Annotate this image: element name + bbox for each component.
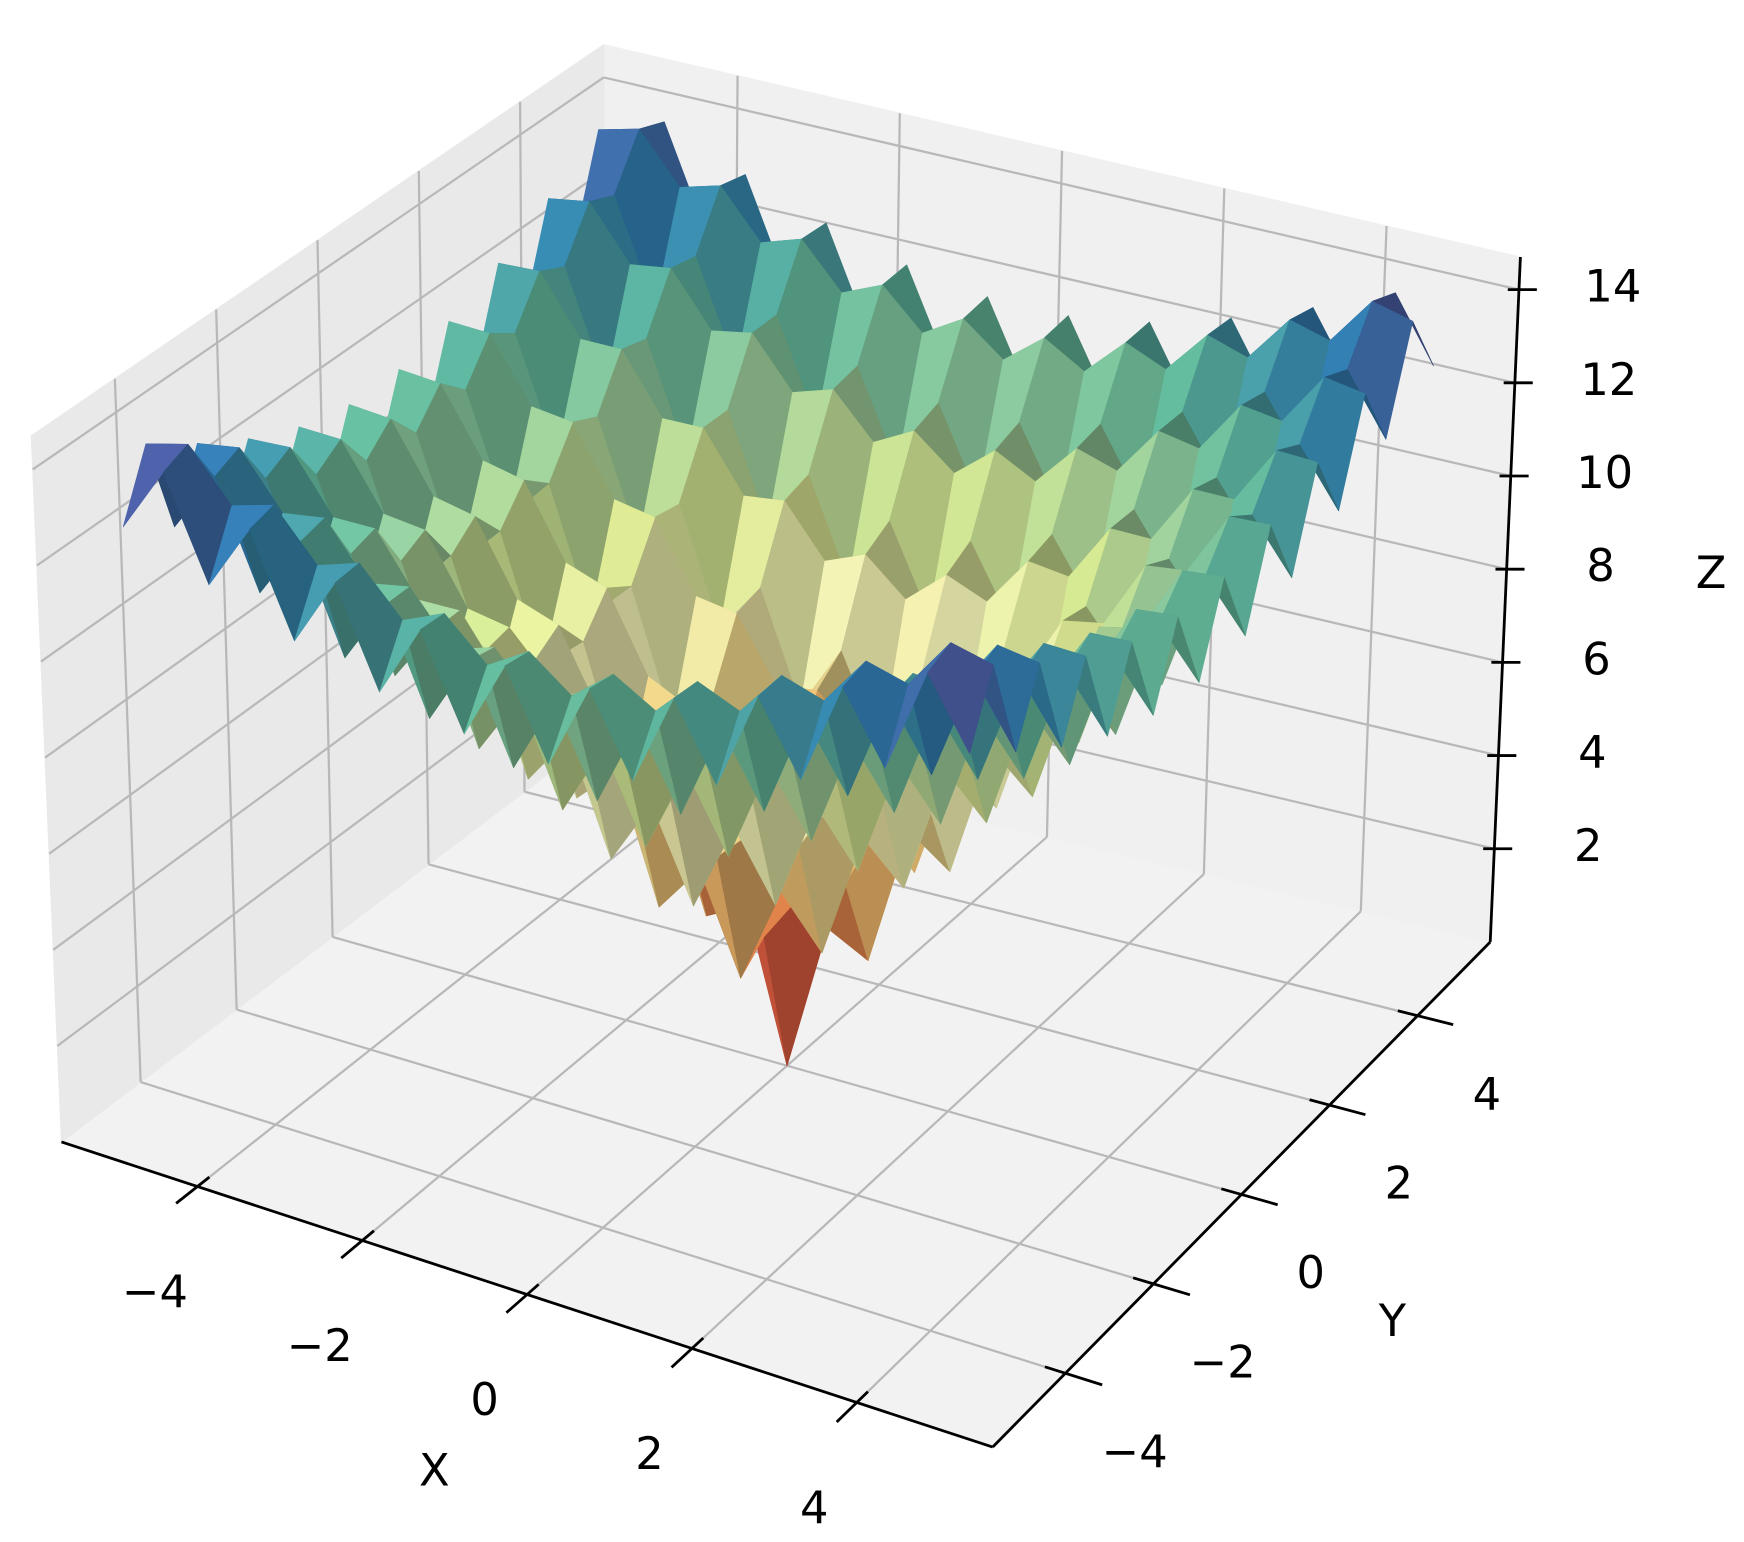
grid-line xyxy=(32,76,605,471)
x-tick-label: −4 xyxy=(122,1266,188,1318)
z-tick-label: 14 xyxy=(1584,261,1641,313)
x-tick xyxy=(340,1229,375,1260)
y-tick xyxy=(1220,1187,1279,1207)
x-tick xyxy=(835,1390,869,1424)
y-tick-label: −4 xyxy=(1102,1426,1168,1478)
grid-line xyxy=(236,1008,1154,1285)
y-tick-label: 4 xyxy=(1473,1068,1501,1120)
z-tick-label: 6 xyxy=(1582,633,1610,685)
x-tick-label: 4 xyxy=(800,1482,828,1534)
y-tick-label: 0 xyxy=(1297,1247,1325,1299)
grid-line xyxy=(215,309,238,1010)
x-tick-label: 0 xyxy=(470,1374,498,1426)
z-axis-label: Z xyxy=(1696,547,1727,599)
z-tick-label: 2 xyxy=(1574,820,1602,872)
surface-face xyxy=(927,642,994,754)
grid-line xyxy=(603,76,1520,291)
x-axis-label: X xyxy=(419,1444,450,1496)
grid-line xyxy=(113,378,142,1083)
y-tick xyxy=(1044,1365,1103,1387)
y-tick xyxy=(1309,1098,1366,1117)
grid-line xyxy=(428,863,1330,1107)
y-tick-label: −2 xyxy=(1190,1336,1256,1388)
grid-line xyxy=(140,1081,1066,1375)
y-tick xyxy=(1132,1276,1191,1297)
x-tick-label: 2 xyxy=(635,1428,663,1480)
x-tick xyxy=(670,1336,705,1369)
y-tick xyxy=(1397,1009,1454,1026)
y-tick-label: 2 xyxy=(1385,1158,1413,1210)
x-tick-label: −2 xyxy=(287,1320,353,1372)
z-axis-line xyxy=(1488,256,1522,943)
x-tick xyxy=(505,1283,540,1314)
z-tick-label: 12 xyxy=(1580,354,1637,406)
x-tick xyxy=(175,1176,211,1205)
z-tick-label: 8 xyxy=(1586,540,1614,592)
z-tick-label: 10 xyxy=(1576,447,1633,499)
y-axis-label: Y xyxy=(1378,1295,1407,1347)
z-tick-label: 4 xyxy=(1578,727,1606,779)
